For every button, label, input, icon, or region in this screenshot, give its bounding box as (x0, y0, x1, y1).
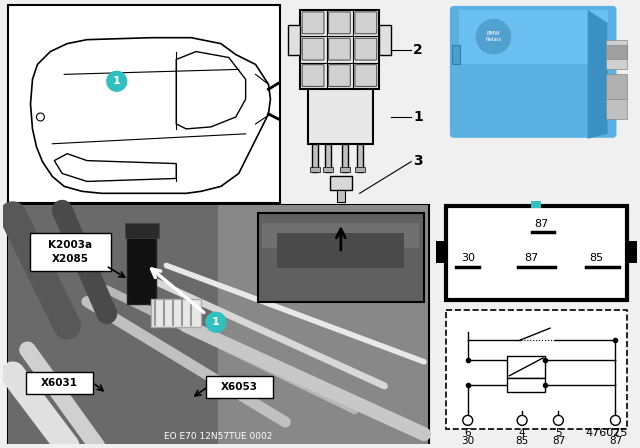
Bar (330, 177, 352, 190)
Bar (218, 205, 428, 446)
Bar (342, 144, 348, 172)
Text: X6031: X6031 (41, 378, 77, 388)
Bar (262, 223, 419, 248)
Text: 6: 6 (465, 428, 471, 438)
Text: 87: 87 (534, 219, 548, 229)
Bar (257, 213, 424, 302)
Text: 476075: 476075 (585, 428, 627, 438)
Bar (8, 205, 429, 446)
Bar (605, 45, 627, 60)
Bar (8, 5, 280, 203)
FancyBboxPatch shape (355, 65, 377, 86)
Text: 87: 87 (552, 436, 565, 446)
FancyBboxPatch shape (450, 6, 616, 138)
Bar (436, 241, 448, 263)
Bar (625, 241, 637, 263)
Circle shape (611, 415, 620, 425)
FancyBboxPatch shape (355, 12, 377, 34)
FancyBboxPatch shape (302, 12, 324, 34)
Bar (206, 376, 273, 397)
Text: 30: 30 (461, 253, 475, 263)
Bar (605, 99, 627, 119)
FancyBboxPatch shape (328, 65, 350, 86)
Bar (355, 167, 365, 172)
Circle shape (36, 113, 44, 121)
Bar (308, 89, 372, 144)
Bar (459, 10, 607, 65)
Bar (605, 40, 627, 69)
Bar (323, 167, 333, 172)
Bar (312, 144, 318, 172)
Text: 1: 1 (212, 317, 220, 327)
Circle shape (554, 415, 563, 425)
Bar (300, 10, 380, 89)
Circle shape (517, 415, 527, 425)
Polygon shape (176, 52, 246, 129)
Bar (446, 206, 627, 301)
Circle shape (107, 71, 127, 91)
Bar (26, 372, 93, 394)
Text: 30: 30 (461, 436, 474, 446)
Bar (29, 233, 111, 271)
Text: 2: 2 (612, 428, 619, 438)
Bar (446, 310, 627, 429)
Bar (380, 25, 392, 55)
FancyBboxPatch shape (302, 38, 324, 60)
Bar (152, 299, 201, 327)
Bar (508, 378, 545, 392)
Bar (277, 233, 404, 268)
Bar (605, 74, 627, 99)
Bar (356, 144, 363, 172)
Bar (127, 225, 156, 304)
Bar (125, 223, 159, 238)
Text: X6053: X6053 (221, 382, 258, 392)
FancyBboxPatch shape (328, 12, 350, 34)
Bar (531, 201, 541, 208)
Text: 87: 87 (609, 436, 622, 446)
Text: 5: 5 (555, 428, 562, 438)
Polygon shape (588, 10, 607, 139)
Text: 87: 87 (524, 253, 538, 263)
Bar (452, 45, 460, 65)
Text: 1: 1 (113, 76, 120, 86)
Circle shape (206, 312, 226, 332)
Circle shape (476, 19, 511, 55)
Text: X2085: X2085 (52, 254, 89, 264)
Text: 4: 4 (519, 428, 525, 438)
Polygon shape (54, 154, 176, 181)
Bar (310, 167, 320, 172)
Bar (508, 356, 545, 378)
FancyBboxPatch shape (355, 38, 377, 60)
FancyBboxPatch shape (328, 38, 350, 60)
Bar (8, 205, 218, 446)
Text: EO E70 12N57TUE 0002: EO E70 12N57TUE 0002 (164, 432, 272, 441)
Text: 85: 85 (589, 253, 604, 263)
Text: 1: 1 (413, 110, 423, 124)
Text: 2: 2 (413, 43, 423, 56)
Text: K2003a: K2003a (48, 240, 92, 250)
Text: 3: 3 (413, 154, 423, 168)
Bar (325, 144, 331, 172)
Bar (288, 25, 300, 55)
Bar (340, 167, 349, 172)
Bar (337, 190, 345, 202)
Polygon shape (31, 38, 271, 194)
Text: BMW
Relais: BMW Relais (485, 31, 502, 42)
FancyBboxPatch shape (302, 65, 324, 86)
Circle shape (463, 415, 473, 425)
Text: 85: 85 (515, 436, 529, 446)
